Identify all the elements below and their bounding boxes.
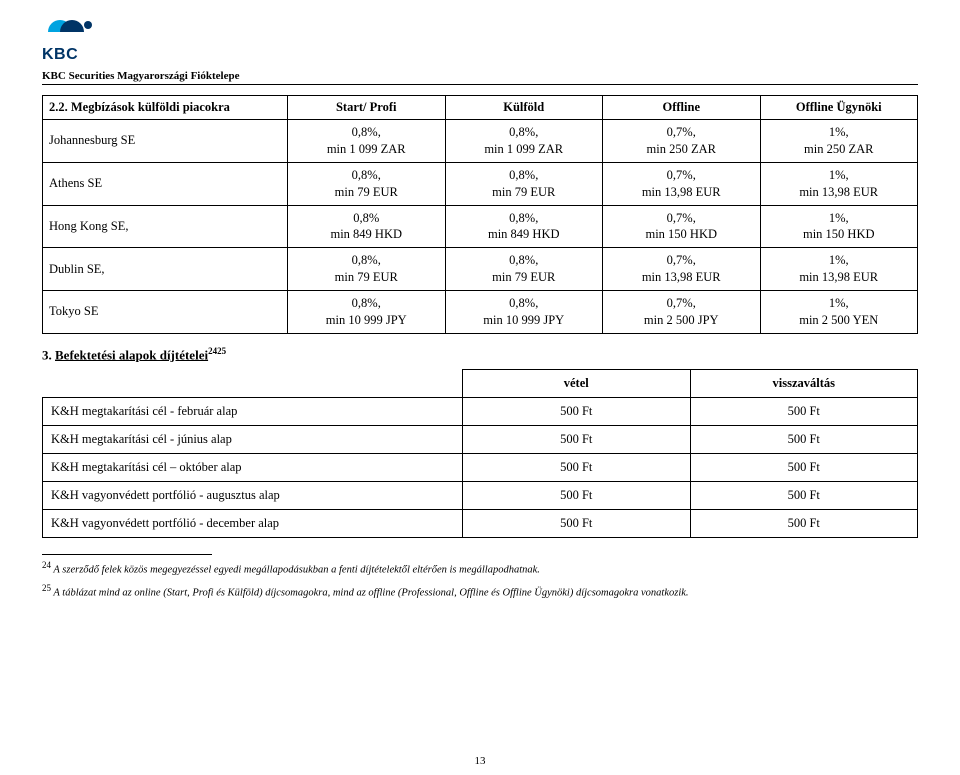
fee-cell: 0,8%min 849 HKD: [288, 205, 446, 248]
fund-value: 500 Ft: [690, 426, 918, 454]
fee-cell: 1%,min 2 500 YEN: [760, 291, 918, 334]
branch-line: KBC Securities Magyarországi Fióktelepe: [42, 70, 918, 82]
footnote-separator: [42, 554, 212, 555]
table-row: Johannesburg SE0,8%,min 1 099 ZAR0,8%,mi…: [43, 120, 918, 163]
footnote-25: 25 A táblázat mind az online (Start, Pro…: [42, 582, 918, 601]
fund-value: 500 Ft: [690, 510, 918, 538]
col-header: Külföld: [445, 96, 603, 120]
fee-cell: 0,8%,min 10 999 JPY: [288, 291, 446, 334]
row-label: Dublin SE,: [43, 248, 288, 291]
fee-cell: 0,8%,min 79 EUR: [288, 248, 446, 291]
row-label: Tokyo SE: [43, 291, 288, 334]
fee-cell: 1%,min 13,98 EUR: [760, 162, 918, 205]
fee-cell: 0,7%,min 13,98 EUR: [603, 248, 761, 291]
table-row: K&H megtakarítási cél - június alap500 F…: [43, 426, 918, 454]
table-row: Hong Kong SE,0,8%min 849 HKD0,8%,min 849…: [43, 205, 918, 248]
fund-value: 500 Ft: [690, 454, 918, 482]
funds-col-header: vétel: [463, 370, 691, 398]
funds-header-row: vétel visszaváltás: [43, 370, 918, 398]
fund-value: 500 Ft: [463, 398, 691, 426]
section2-title: Befektetési alapok díjtételei: [55, 347, 208, 362]
funds-empty-header: [43, 370, 463, 398]
fee-cell: 0,7%,min 2 500 JPY: [603, 291, 761, 334]
page-number: 13: [0, 755, 960, 767]
kbc-logo-icon: [42, 18, 98, 48]
fee-cell: 0,8%,min 79 EUR: [288, 162, 446, 205]
section1-title: Megbízások külföldi piacokra: [71, 100, 230, 114]
fund-value: 500 Ft: [690, 482, 918, 510]
section2-sup: 2425: [208, 346, 226, 356]
fee-cell: 1%,min 150 HKD: [760, 205, 918, 248]
col-header: Offline: [603, 96, 761, 120]
fund-label: K&H vagyonvédett portfólió - december al…: [43, 510, 463, 538]
header-separator: [42, 84, 918, 85]
footnote-24: 24 A szerződő felek közös megegyezéssel …: [42, 559, 918, 578]
fund-label: K&H megtakarítási cél - február alap: [43, 398, 463, 426]
fee-cell: 1%,min 250 ZAR: [760, 120, 918, 163]
fund-label: K&H megtakarítási cél – október alap: [43, 454, 463, 482]
section2-heading: 3. Befektetési alapok díjtételei2425: [42, 346, 918, 363]
fee-cell: 0,8%,min 79 EUR: [445, 162, 603, 205]
fee-cell: 0,7%,min 150 HKD: [603, 205, 761, 248]
table-row: Tokyo SE0,8%,min 10 999 JPY0,8%,min 10 9…: [43, 291, 918, 334]
footnote-24-num: 24: [42, 560, 51, 570]
fund-value: 500 Ft: [463, 454, 691, 482]
footnote-25-text: A táblázat mind az online (Start, Profi …: [51, 587, 689, 598]
brand-logo-block: KBC: [42, 18, 918, 64]
col-header: Offline Ügynöki: [760, 96, 918, 120]
row-label: Hong Kong SE,: [43, 205, 288, 248]
section2-number: 3.: [42, 347, 52, 362]
footnote-24-text: A szerződő felek közös megegyezéssel egy…: [51, 565, 540, 576]
table-row: K&H megtakarítási cél – október alap500 …: [43, 454, 918, 482]
fund-label: K&H vagyonvédett portfólió - augusztus a…: [43, 482, 463, 510]
fee-cell: 0,8%,min 79 EUR: [445, 248, 603, 291]
fund-label: K&H megtakarítási cél - június alap: [43, 426, 463, 454]
fees-table: 2.2. Megbízások külföldi piacokra Start/…: [42, 95, 918, 334]
brand-text: KBC: [42, 46, 78, 64]
table-row: Dublin SE,0,8%,min 79 EUR0,8%,min 79 EUR…: [43, 248, 918, 291]
fee-cell: 0,8%,min 849 HKD: [445, 205, 603, 248]
table-row: K&H megtakarítási cél - február alap500 …: [43, 398, 918, 426]
fee-cell: 0,7%,min 13,98 EUR: [603, 162, 761, 205]
fee-cell: 0,7%,min 250 ZAR: [603, 120, 761, 163]
fee-cell: 1%,min 13,98 EUR: [760, 248, 918, 291]
fund-value: 500 Ft: [690, 398, 918, 426]
section1-number: 2.2.: [49, 100, 68, 114]
fee-cell: 0,8%,min 1 099 ZAR: [445, 120, 603, 163]
row-label: Athens SE: [43, 162, 288, 205]
funds-table: vétel visszaváltás K&H megtakarítási cél…: [42, 369, 918, 538]
section1-heading-cell: 2.2. Megbízások külföldi piacokra: [43, 96, 288, 120]
table-row: K&H vagyonvédett portfólió - december al…: [43, 510, 918, 538]
table-row: K&H vagyonvédett portfólió - augusztus a…: [43, 482, 918, 510]
footnote-25-num: 25: [42, 583, 51, 593]
col-header: Start/ Profi: [288, 96, 446, 120]
fund-value: 500 Ft: [463, 482, 691, 510]
fee-cell: 0,8%,min 10 999 JPY: [445, 291, 603, 334]
fund-value: 500 Ft: [463, 426, 691, 454]
table-row: Athens SE0,8%,min 79 EUR0,8%,min 79 EUR0…: [43, 162, 918, 205]
table-header-row: 2.2. Megbízások külföldi piacokra Start/…: [43, 96, 918, 120]
fee-cell: 0,8%,min 1 099 ZAR: [288, 120, 446, 163]
funds-col-header: visszaváltás: [690, 370, 918, 398]
fund-value: 500 Ft: [463, 510, 691, 538]
row-label: Johannesburg SE: [43, 120, 288, 163]
